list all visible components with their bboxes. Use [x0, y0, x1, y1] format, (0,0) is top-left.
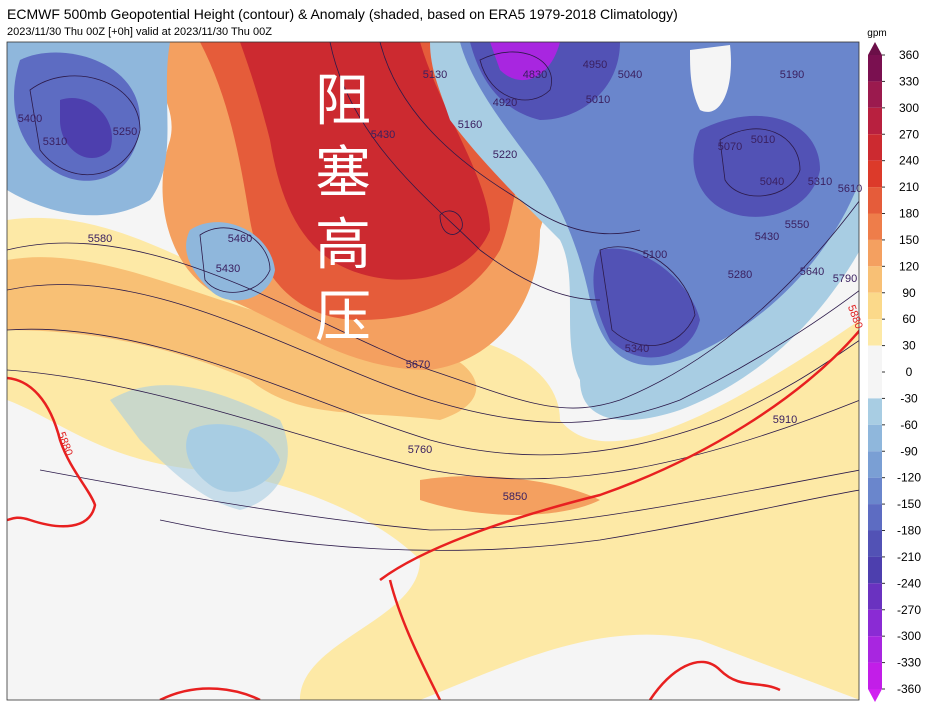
colorbar-bin: [868, 504, 882, 531]
contour-label: 5760: [408, 444, 432, 456]
colorbar-tick-label: -150: [897, 497, 921, 511]
colorbar-tick-label: 60: [902, 312, 916, 326]
colorbar-bin: [868, 107, 882, 135]
colorbar-tick-label: 330: [899, 74, 919, 88]
colorbar-bin: [868, 319, 882, 346]
colorbar-tick-label: -60: [900, 418, 918, 432]
colorbar-unit: gpm: [867, 28, 886, 39]
colorbar-bin: [868, 213, 882, 240]
colorbar-bin: [868, 55, 882, 82]
colorbar-bin: [868, 292, 882, 320]
colorbar-bin: [868, 239, 882, 267]
contour-label: 5310: [808, 176, 832, 188]
contour-label: 4950: [583, 59, 607, 71]
colorbar-bin: [868, 477, 882, 505]
colorbar-tick-label: -270: [897, 603, 921, 617]
colorbar-tick-label: 30: [902, 339, 916, 353]
colorbar-bin: [868, 530, 882, 557]
contour-label: 5070: [718, 141, 742, 153]
colorbar-bin: [868, 372, 882, 399]
colorbar-bin: [868, 583, 882, 610]
colorbar-tick-label: 180: [899, 207, 919, 221]
colorbar-tick-label: 360: [899, 48, 919, 62]
map: [7, 42, 859, 700]
contour-label: 5910: [773, 414, 797, 426]
contour-label: 4830: [523, 69, 547, 81]
contour-label: 5190: [780, 69, 804, 81]
contour-label: 5400: [18, 113, 42, 125]
contour-label: 5010: [586, 94, 610, 106]
colorbar-tick-label: 270: [899, 127, 919, 141]
colorbar-over: [868, 42, 882, 55]
contour-label: 5040: [618, 69, 642, 81]
contour-label: 5010: [751, 134, 775, 146]
contour-label: 5460: [228, 233, 252, 245]
colorbar-bin: [868, 451, 882, 478]
colorbar: 3603303002702402101801501209060300-30-60…: [868, 42, 921, 702]
colorbar-bin: [868, 134, 882, 161]
contour-label: 5130: [423, 69, 447, 81]
contour-label: 5790: [833, 273, 857, 285]
contour-label: 5550: [785, 219, 809, 231]
colorbar-tick-label: -210: [897, 550, 921, 564]
colorbar-tick-label: 120: [899, 259, 919, 273]
colorbar-tick-label: 90: [902, 286, 916, 300]
subtitle: 2023/11/30 Thu 00Z [+0h] valid at 2023/1…: [7, 26, 272, 38]
annotation: 阻塞高压: [315, 69, 371, 348]
colorbar-bin: [868, 345, 882, 372]
colorbar-tick-label: -360: [897, 682, 921, 696]
contour-label: 5220: [493, 149, 517, 161]
colorbar-bin: [868, 187, 882, 214]
contour-label: 5340: [625, 343, 649, 355]
colorbar-bin: [868, 609, 882, 637]
contour-label: 5100: [643, 249, 667, 261]
colorbar-bin: [868, 81, 882, 108]
colorbar-bin: [868, 160, 882, 188]
contour-label: 5280: [728, 269, 752, 281]
contour-label: 5610: [838, 183, 862, 195]
contour-label: 5580: [88, 233, 112, 245]
contour-label: 5250: [113, 126, 137, 138]
colorbar-tick-label: 150: [899, 233, 919, 247]
title: ECMWF 500mb Geopotential Height (contour…: [7, 6, 678, 22]
colorbar-tick-label: -30: [900, 391, 918, 405]
colorbar-tick-label: -330: [897, 656, 921, 670]
colorbar-tick-label: 300: [899, 101, 919, 115]
contour-label: 5160: [458, 119, 482, 131]
colorbar-bin: [868, 398, 882, 425]
colorbar-bin: [868, 662, 882, 689]
colorbar-bin: [868, 556, 882, 584]
colorbar-bin: [868, 266, 882, 293]
colorbar-under: [868, 689, 882, 702]
contour-label: 5670: [406, 359, 430, 371]
map-frame: [6, 41, 860, 701]
colorbar-tick-label: -300: [897, 629, 921, 643]
colorbar-tick-label: -180: [897, 524, 921, 538]
colorbar-tick-label: -240: [897, 576, 921, 590]
colorbar-tick-label: 210: [899, 180, 919, 194]
contour-labels: 5580 546054305250531054005430516052205130…: [18, 59, 865, 503]
colorbar-tick-label: -120: [897, 471, 921, 485]
contour-label: 5430: [216, 263, 240, 275]
contour-label: 5640: [800, 266, 824, 278]
contour-label: 4920: [493, 97, 517, 109]
colorbar-bin: [868, 636, 882, 663]
contour-label: 5430: [371, 129, 395, 141]
colorbar-bin: [868, 424, 882, 452]
contour-label: 5310: [43, 136, 67, 148]
colorbar-tick-label: -90: [900, 444, 918, 458]
colorbar-tick-label: 0: [906, 365, 913, 379]
contour-label: 5040: [760, 176, 784, 188]
colorbar-tick-label: 240: [899, 154, 919, 168]
contour-label: 5430: [755, 231, 779, 243]
contour-label: 5850: [503, 491, 527, 503]
